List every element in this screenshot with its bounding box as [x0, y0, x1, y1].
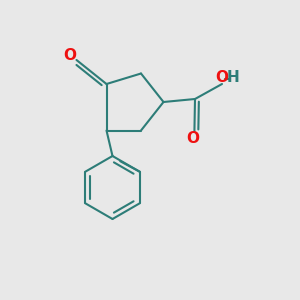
Text: O: O	[186, 131, 200, 146]
Text: H: H	[227, 70, 240, 86]
Text: O: O	[215, 70, 229, 86]
Text: O: O	[63, 48, 76, 63]
